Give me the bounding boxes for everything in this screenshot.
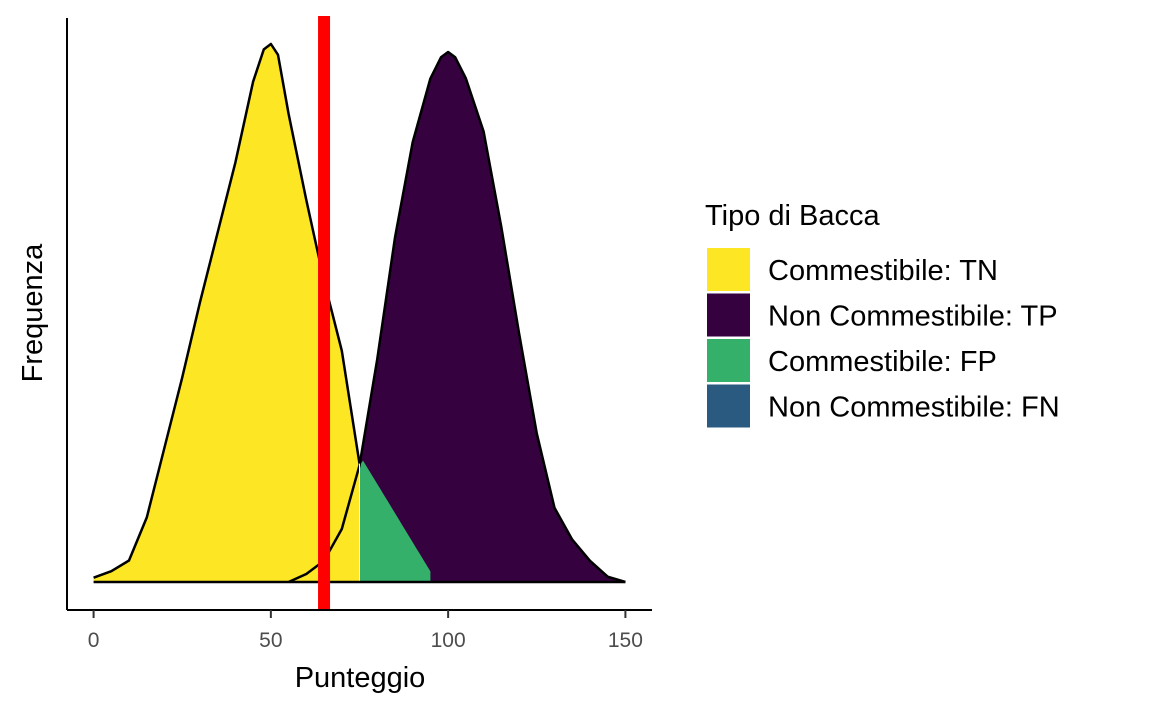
density-outlines: [93, 42, 626, 584]
series-area-edible-tn: [93, 44, 360, 582]
legend-label-0: Commestibile: TN: [768, 255, 998, 287]
legend-label-1: Non Commestibile: TP: [768, 301, 1058, 333]
series-line-inedible: [288, 50, 626, 584]
x-tick-label-150: 150: [608, 629, 643, 652]
series-area-edible-fp: [359, 460, 431, 582]
y-axis-title: Frequenza: [17, 243, 49, 383]
legend-label-2: Commestibile: FP: [768, 346, 997, 378]
density-fills: [93, 44, 626, 582]
legend-swatch-1: [707, 293, 750, 337]
x-tick-label-0: 0: [88, 629, 100, 652]
legend-label-3: Non Commestibile: FN: [768, 392, 1060, 424]
x-ticks: 0 50 100 150: [88, 610, 643, 652]
axes: [66, 18, 652, 611]
series-line-edible: [93, 42, 361, 579]
legend-swatch-2: [707, 339, 750, 382]
legend-title: Tipo di Bacca: [705, 200, 880, 232]
legend-swatch-3: [707, 384, 750, 428]
x-tick-label-50: 50: [259, 629, 282, 652]
legend-swatch-0: [707, 248, 750, 291]
x-axis-title: Punteggio: [295, 662, 426, 694]
series-area-inedible-tp: [288, 52, 626, 582]
x-tick-label-100: 100: [431, 629, 466, 652]
legend: Tipo di Bacca Commestibile: TN Non Commes…: [705, 200, 1060, 428]
